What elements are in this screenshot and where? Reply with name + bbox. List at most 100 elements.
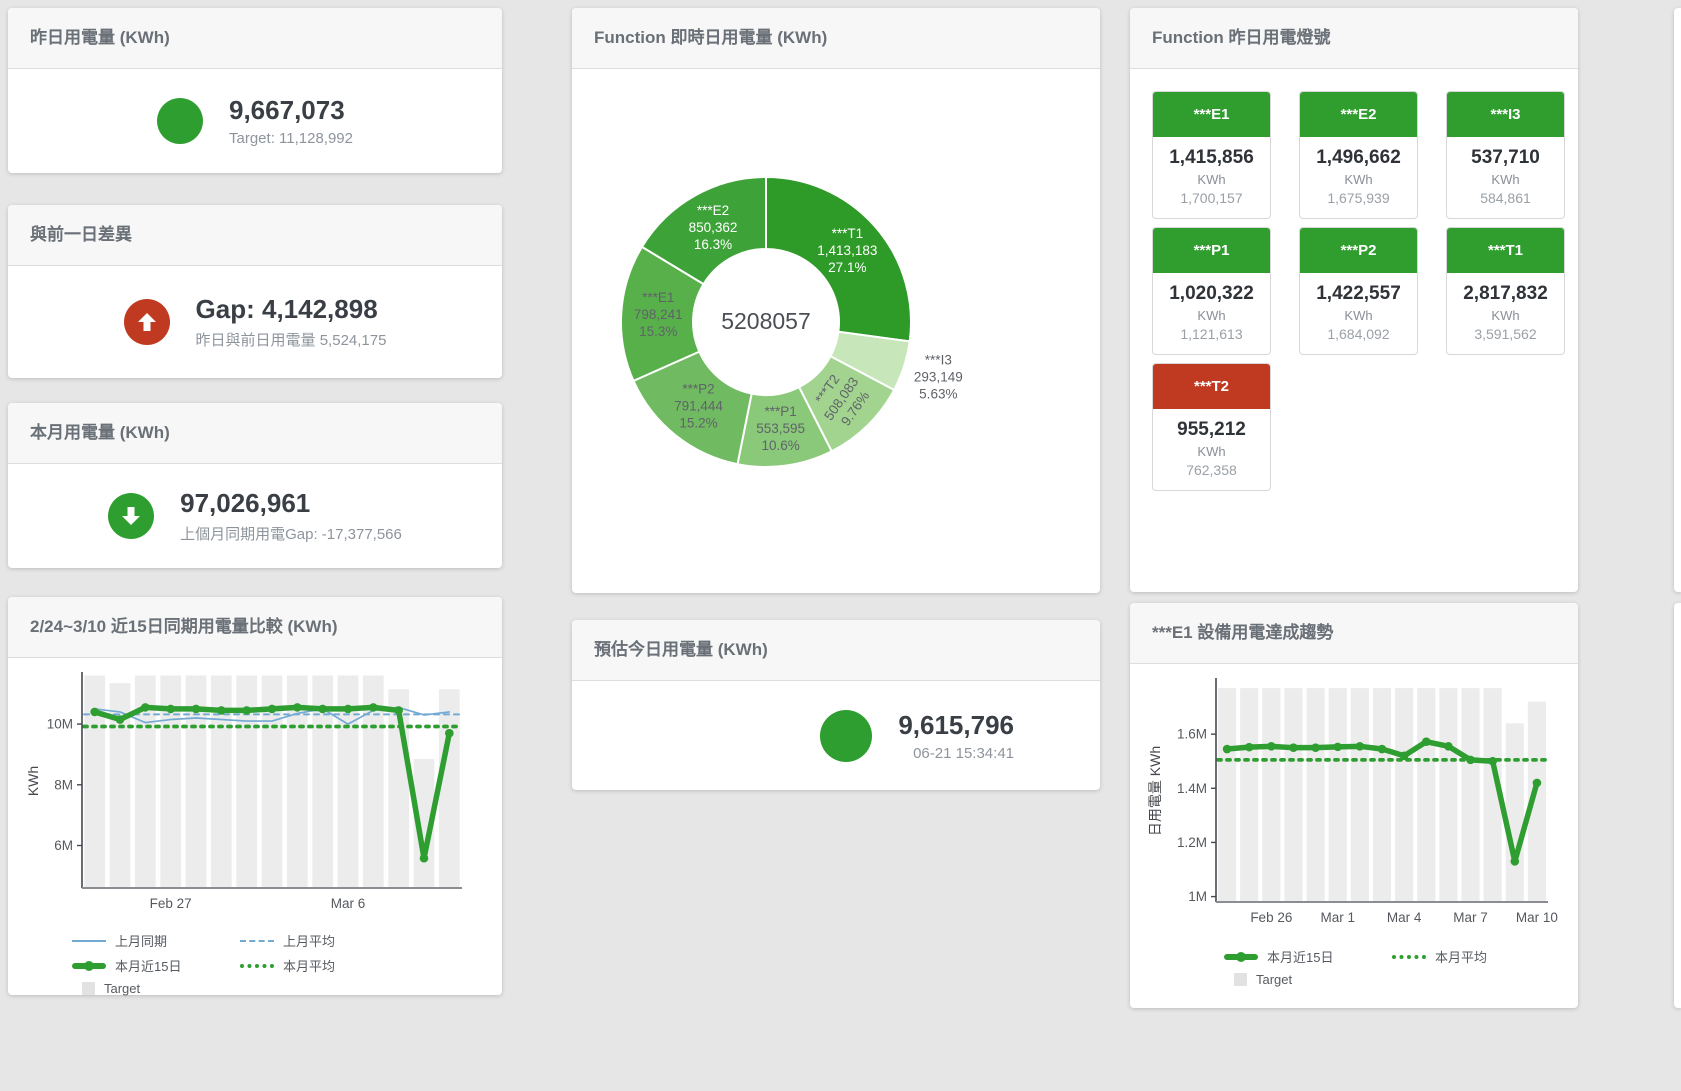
legend-swatch-dot-green <box>240 963 274 968</box>
trend-chart-legend: 本月近15日 本月平均 Target <box>1224 947 1562 987</box>
legend-row: 本月近15日 本月平均 <box>1224 947 1562 966</box>
series-point <box>90 707 99 717</box>
target-bar <box>362 675 384 888</box>
status-tile: ***I3 537,710 KWh 584,861 <box>1446 91 1565 219</box>
status-tile: ***P2 1,422,557 KWh 1,684,092 <box>1299 227 1418 355</box>
compare-chart-legend: 上月同期 上月平均本月近15日 本月平均 Target <box>72 931 486 996</box>
series-point <box>1267 742 1276 751</box>
legend-label: 本月平均 <box>1435 950 1488 965</box>
series-point <box>1333 742 1343 752</box>
legend-swatch-dot-green <box>1392 954 1426 959</box>
yesterday-usage-value: 9,667,073 <box>229 95 345 125</box>
status-tile: ***T2 955,212 KWh 762,358 <box>1152 363 1271 491</box>
target-bar <box>84 675 106 888</box>
status-tile: ***E1 1,415,856 KWh 1,700,157 <box>1152 91 1271 219</box>
card-15day-compare-chart: 2/24~3/10 近15日同期用電量比較 (KWh) 10M 8M 6M Feb 2… <box>8 597 502 996</box>
target-bar <box>1306 688 1325 902</box>
series-point <box>141 703 150 712</box>
target-bar <box>109 683 131 888</box>
tile-unit: KWh <box>1491 308 1520 323</box>
y-axis-label: KWh <box>25 766 41 796</box>
legend-item[interactable]: Target <box>1224 972 1392 987</box>
card-title-yesterday-lights: Function 昨日用電燈號 <box>1130 8 1578 69</box>
tile-target-value: 1,700,157 <box>1180 190 1243 206</box>
series-point <box>318 704 327 714</box>
legend-item[interactable]: 本月近15日 <box>72 956 240 975</box>
series-point <box>166 704 175 714</box>
series-point <box>1532 778 1542 788</box>
target-bar <box>185 675 207 888</box>
day-gap-subtitle: 昨日與前日用電量 5,524,175 <box>195 332 387 349</box>
target-bar <box>1417 688 1436 902</box>
series-point <box>1355 742 1365 751</box>
card-title-15day-compare: 2/24~3/10 近15日同期用電量比較 (KWh) <box>8 597 502 658</box>
legend-row: Target <box>72 981 486 996</box>
card-e1-trend-chart: ***E1 設備用電達成趨勢 1.6M 1.4M 1.2M 1M Feb 26 Mar 1… <box>1130 603 1578 1008</box>
donut-slice-label: ***T1 1,413,183 27.1% <box>817 226 877 275</box>
clipped-card-sliver <box>1674 8 1681 592</box>
series-point <box>217 706 226 715</box>
card-title-day-gap: 與前一日差異 <box>8 205 502 266</box>
x-tick-label: Mar 7 <box>1453 910 1488 925</box>
card-title-yesterday-usage: 昨日用電量 (KWh) <box>8 8 502 69</box>
tile-value: 1,020,322 <box>1169 283 1254 304</box>
tile-target-value: 762,358 <box>1186 462 1237 478</box>
month-usage-value: 97,026,961 <box>180 488 311 518</box>
legend-label: Target <box>1256 972 1293 987</box>
target-bar <box>1505 723 1524 902</box>
card-yesterday-lights: Function 昨日用電燈號 ***E1 1,415,856 KWh 1,700,1… <box>1130 8 1578 592</box>
y-tick-label: 1.6M <box>1177 727 1207 742</box>
legend-swatch-line-blue <box>72 939 106 942</box>
target-bar <box>1240 688 1259 902</box>
donut-slice-t1[interactable] <box>765 175 912 343</box>
card-realtime-donut: Function 即時日用電量 (KWh) ***T1 1,413,183 27.1… <box>572 8 1100 593</box>
tile-unit: KWh <box>1491 172 1520 187</box>
y-tick-label: 1.4M <box>1177 781 1207 796</box>
series-point <box>115 715 125 724</box>
series-point <box>1510 857 1520 866</box>
card-day-gap: 與前一日差異 Gap: 4,142,898 昨日與前日用電量 5,524,175 <box>8 205 502 378</box>
target-bar <box>1527 701 1547 902</box>
target-bar <box>134 675 156 888</box>
status-tile: ***T1 2,817,832 KWh 3,591,562 <box>1446 227 1565 355</box>
legend-swatch-square-gray <box>82 982 95 995</box>
series-point <box>1311 743 1320 752</box>
target-bar <box>1483 688 1502 902</box>
legend-label: 上月同期 <box>115 934 168 949</box>
legend-item[interactable]: 本月近15日 <box>1224 947 1392 966</box>
donut-slice-e2[interactable] <box>640 175 767 286</box>
legend-item[interactable]: 上月同期 <box>72 931 240 950</box>
legend-item[interactable]: 上月平均 <box>240 931 408 950</box>
legend-item[interactable]: 本月平均 <box>240 956 408 975</box>
series-point <box>1421 737 1431 747</box>
x-tick-label: Mar 6 <box>331 896 366 911</box>
target-bar <box>1262 688 1281 902</box>
target-bar <box>312 675 334 888</box>
legend-item[interactable]: Target <box>72 981 240 996</box>
legend-label: 上月平均 <box>283 934 336 949</box>
target-bar <box>286 675 308 888</box>
legend-item[interactable]: 本月平均 <box>1392 947 1560 966</box>
card-title-e1-trend: ***E1 設備用電達成趨勢 <box>1130 603 1578 664</box>
x-tick-label: Mar 10 <box>1516 910 1558 925</box>
legend-row: Target <box>1224 972 1562 987</box>
day-gap-value: Gap: 4,142,898 <box>195 294 378 324</box>
target-bar <box>1284 688 1303 902</box>
legend-swatch-square-gray <box>1234 973 1247 986</box>
y-tick-label: 1.2M <box>1177 835 1207 850</box>
card-yesterday-usage: 昨日用電量 (KWh) 9,667,073 Target: 11,128,992 <box>8 8 502 173</box>
y-tick-label: 8M <box>54 777 73 792</box>
legend-label: 本月近15日 <box>1267 950 1334 965</box>
donut-slice-label: ***P1 553,595 10.6% <box>756 404 805 453</box>
y-tick-label: 10M <box>47 717 73 732</box>
yesterday-usage-target: Target: 11,128,992 <box>229 130 353 147</box>
red-up-arrow-icon <box>123 299 170 345</box>
x-tick-label: Feb 26 <box>1250 910 1292 925</box>
e1-trend-line-chart: 1.6M 1.4M 1.2M 1M Feb 26 Mar 1 Mar 4 Mar 7 Mar 1… <box>1147 678 1558 925</box>
green-status-circle-icon <box>820 709 873 762</box>
tile-unit: KWh <box>1344 308 1373 323</box>
tile-value: 537,710 <box>1471 147 1540 168</box>
series-point <box>1377 744 1387 754</box>
series-point <box>1222 744 1232 754</box>
